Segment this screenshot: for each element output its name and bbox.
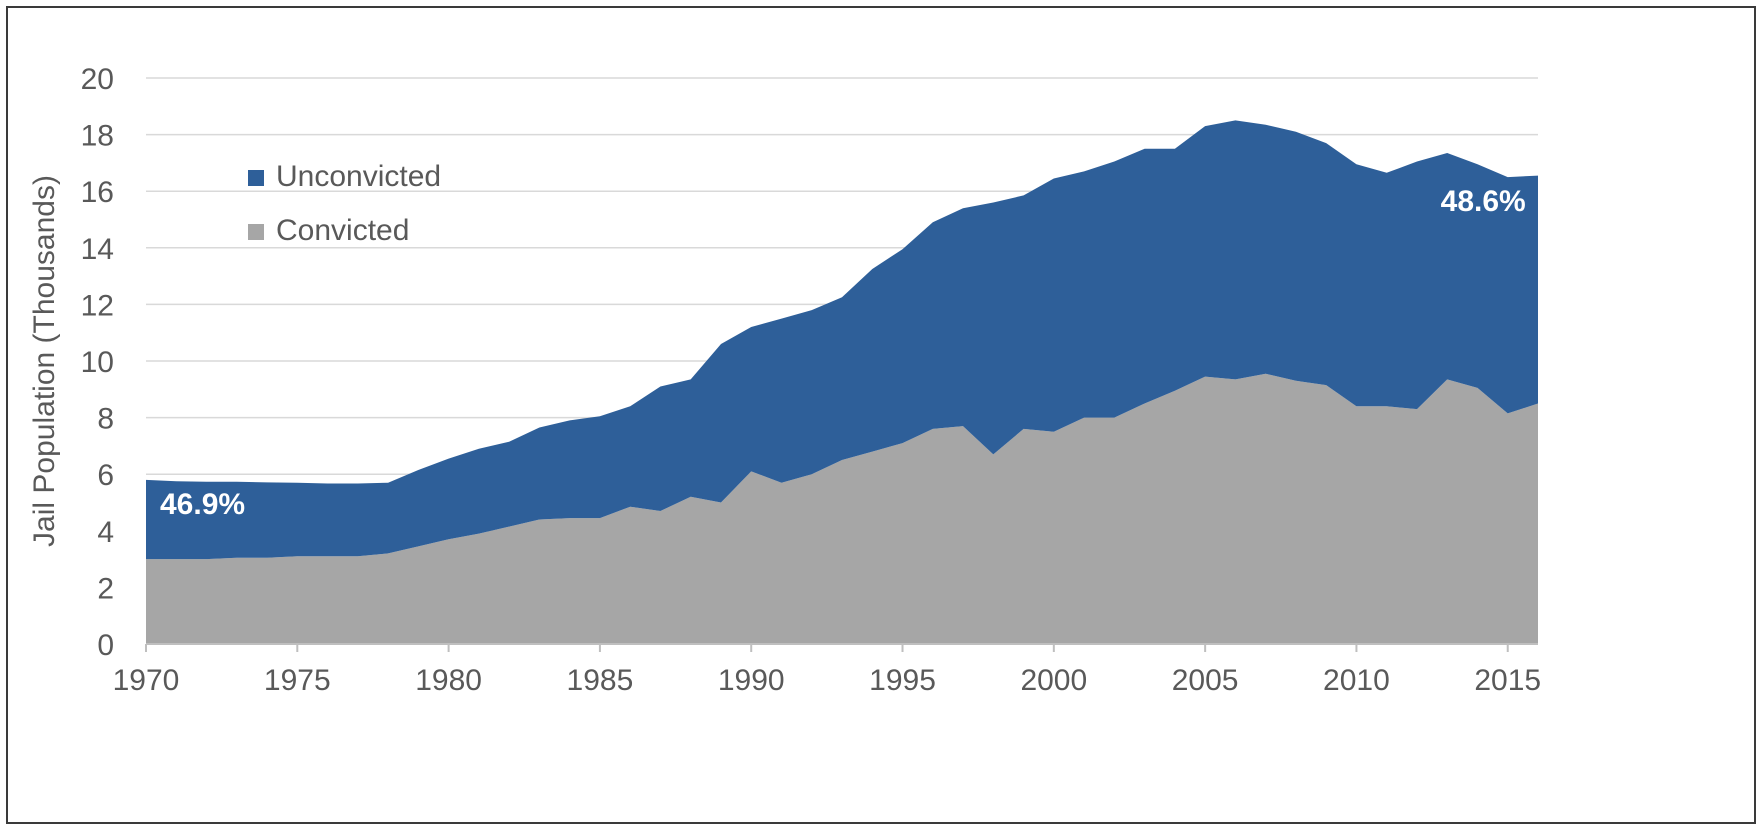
x-tick-label-2000: 2000 <box>1020 664 1087 697</box>
legend-swatch-unconvicted <box>248 170 264 186</box>
axes <box>145 643 1538 652</box>
area-convicted <box>146 373 1538 644</box>
chart-frame: 0 2 4 6 8 10 12 14 16 18 20 1970 1975 1980 1985 1990 199… <box>6 6 1756 824</box>
y-tick-label-0: 0 <box>97 629 114 662</box>
y-tick-label-10: 10 <box>81 346 114 379</box>
y-tick-label-18: 18 <box>81 120 114 153</box>
x-tick-label-1980: 1980 <box>415 664 482 697</box>
x-tick-label-2015: 2015 <box>1474 664 1541 697</box>
y-tick-label-16: 16 <box>81 176 114 209</box>
x-tick-label-1975: 1975 <box>264 664 331 697</box>
x-tick-label-1990: 1990 <box>718 664 785 697</box>
annotation-end: 48.6% <box>1441 185 1526 218</box>
x-tick-label-2005: 2005 <box>1172 664 1239 697</box>
area-unconvicted <box>146 120 1538 560</box>
area-series <box>146 120 1538 644</box>
legend-label-unconvicted: Unconvicted <box>276 160 441 193</box>
area-chart: 0 2 4 6 8 10 12 14 16 18 20 1970 1975 1980 1985 1990 199… <box>28 63 1541 697</box>
y-tick-label-6: 6 <box>97 459 114 492</box>
x-tick-label-1985: 1985 <box>567 664 634 697</box>
legend-label-convicted: Convicted <box>276 214 409 247</box>
tick-labels: 0 2 4 6 8 10 12 14 16 18 20 1970 1975 1980 1985 1990 199… <box>81 63 1541 697</box>
y-axis-title: Jail Population (Thousands) <box>28 175 61 547</box>
y-tick-label-12: 12 <box>81 289 114 322</box>
x-tick-label-1995: 1995 <box>869 664 936 697</box>
y-tick-label-20: 20 <box>81 63 114 96</box>
y-tick-label-8: 8 <box>97 403 114 436</box>
y-tick-label-2: 2 <box>97 572 114 605</box>
y-tick-label-14: 14 <box>81 233 114 266</box>
annotation-start: 46.9% <box>160 488 245 521</box>
x-tick-label-1970: 1970 <box>113 664 180 697</box>
y-tick-label-4: 4 <box>97 516 114 549</box>
x-tick-label-2010: 2010 <box>1323 664 1390 697</box>
legend: Unconvicted Convicted <box>248 160 441 247</box>
legend-swatch-convicted <box>248 224 264 240</box>
annotations: 46.9% 48.6% <box>160 185 1526 521</box>
